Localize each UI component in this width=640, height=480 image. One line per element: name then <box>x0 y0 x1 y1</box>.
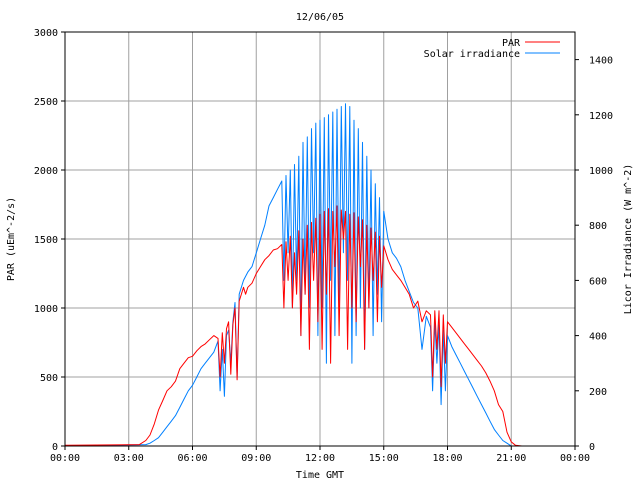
right-tick-label: 200 <box>589 387 607 398</box>
right-tick-label: 1200 <box>589 111 613 122</box>
series-layer <box>64 103 575 447</box>
right-tick-label: 800 <box>589 221 607 232</box>
x-tick-label: 00:00 <box>50 453 80 464</box>
left-tick-label: 3000 <box>34 28 58 39</box>
right-axis-label: Licor Irradiance (W m^-2) <box>623 164 634 315</box>
right-axis-ticks: 0 200 400 600 800 1000 1200 1400 <box>575 56 613 453</box>
legend-label-solar-irradiance: Solar irradiance <box>424 49 520 60</box>
left-tick-label: 500 <box>40 373 58 384</box>
left-tick-label: 0 <box>52 442 58 453</box>
left-tick-label: 2500 <box>34 97 58 108</box>
series-line-par <box>64 205 575 447</box>
right-tick-label: 600 <box>589 276 607 287</box>
x-tick-label: 06:00 <box>177 453 207 464</box>
x-tick-label: 12:00 <box>305 453 335 464</box>
legend-label-par: PAR <box>502 38 521 49</box>
x-tick-label: 09:00 <box>241 453 271 464</box>
x-tick-label: 00:00 <box>560 453 590 464</box>
x-tick-label: 18:00 <box>432 453 462 464</box>
left-tick-label: 2000 <box>34 166 58 177</box>
right-tick-label: 0 <box>589 442 595 453</box>
left-axis-label: PAR (uEm^-2/s) <box>6 197 17 281</box>
left-tick-label: 1000 <box>34 304 58 315</box>
x-tick-label: 15:00 <box>369 453 399 464</box>
right-tick-label: 400 <box>589 332 607 343</box>
left-axis-ticks: 0 500 1000 1500 2000 2500 3000 <box>34 28 65 453</box>
x-axis-ticks: 00:00 03:00 06:00 09:00 12:00 15:00 18:00 21:00… <box>50 446 590 464</box>
left-tick-label: 1500 <box>34 235 58 246</box>
x-tick-label: 03:00 <box>114 453 144 464</box>
right-tick-label: 1000 <box>589 166 613 177</box>
legend: PAR Solar irradiance <box>424 38 560 60</box>
chart-title: 12/06/05 <box>296 12 344 23</box>
right-tick-label: 1400 <box>589 56 613 67</box>
x-tick-label: 21:00 <box>496 453 526 464</box>
x-axis-label: Time GMT <box>296 470 344 480</box>
